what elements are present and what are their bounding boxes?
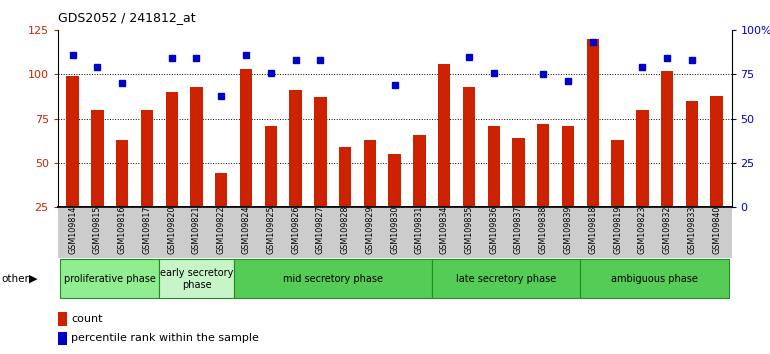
Bar xyxy=(438,64,450,207)
Bar xyxy=(363,140,376,207)
Bar xyxy=(512,138,524,207)
Bar xyxy=(661,71,673,207)
Bar xyxy=(587,39,599,207)
Bar xyxy=(290,90,302,207)
Bar xyxy=(233,259,432,298)
Text: GDS2052 / 241812_at: GDS2052 / 241812_at xyxy=(58,11,196,24)
Bar xyxy=(711,96,723,207)
Bar xyxy=(60,259,159,298)
Text: percentile rank within the sample: percentile rank within the sample xyxy=(71,333,259,343)
Bar xyxy=(432,259,581,298)
Text: mid secretory phase: mid secretory phase xyxy=(283,274,383,284)
Bar xyxy=(265,126,277,207)
Bar xyxy=(636,110,648,207)
Bar xyxy=(463,87,475,207)
Bar xyxy=(611,140,624,207)
Text: late secretory phase: late secretory phase xyxy=(456,274,556,284)
Bar xyxy=(487,126,500,207)
Bar xyxy=(58,332,68,345)
Bar xyxy=(339,147,351,207)
Text: early secretory
phase: early secretory phase xyxy=(160,268,233,290)
Bar xyxy=(91,110,104,207)
Text: ambiguous phase: ambiguous phase xyxy=(611,274,698,284)
Bar xyxy=(537,124,550,207)
Text: count: count xyxy=(71,314,102,324)
Bar xyxy=(413,135,426,207)
Bar xyxy=(166,92,178,207)
Bar xyxy=(314,97,326,207)
Bar xyxy=(581,259,729,298)
Bar xyxy=(141,110,153,207)
Bar xyxy=(239,69,253,207)
Bar xyxy=(58,312,68,326)
Bar xyxy=(388,154,401,207)
Text: proliferative phase: proliferative phase xyxy=(64,274,156,284)
Text: ▶: ▶ xyxy=(29,274,38,284)
Bar xyxy=(215,173,227,207)
Bar xyxy=(562,126,574,207)
Bar xyxy=(116,140,129,207)
Text: other: other xyxy=(2,274,29,284)
Bar xyxy=(190,87,203,207)
Bar xyxy=(685,101,698,207)
Bar xyxy=(159,259,233,298)
Bar xyxy=(66,76,79,207)
